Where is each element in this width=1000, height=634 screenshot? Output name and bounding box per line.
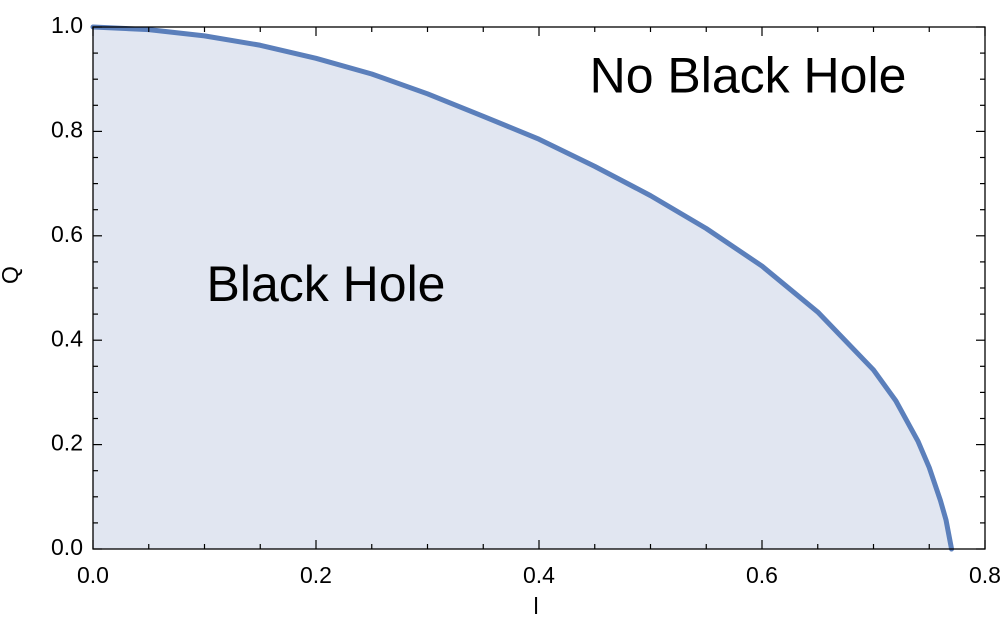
- x-tick-label: 0.2: [300, 562, 332, 588]
- black-hole-label: Black Hole: [207, 256, 446, 312]
- y-axis-label: Q: [0, 266, 23, 284]
- y-tick-label: 0.6: [51, 221, 83, 247]
- x-tick-label: 0.4: [523, 562, 555, 588]
- y-tick-label: 0.4: [51, 325, 83, 351]
- black-hole-region-fill: [93, 27, 952, 549]
- y-tick-label: 1.0: [51, 12, 83, 38]
- x-tick-label: 0.8: [969, 562, 1000, 588]
- x-axis-label: l: [533, 593, 538, 619]
- y-tick-label: 0.0: [51, 534, 83, 560]
- horizon-boundary-curve: [90, 24, 955, 552]
- y-tick-label: 0.2: [51, 430, 83, 456]
- tick-labels: 0.0 0.2 0.4 0.6 0.8 0.0 0.2 0.4 0.6 0.8 1.0: [51, 12, 1000, 588]
- y-tick-label: 0.8: [51, 116, 83, 142]
- x-tick-label: 0.6: [746, 562, 778, 588]
- axis-ticks: [92, 26, 986, 550]
- no-black-hole-label: No Black Hole: [590, 47, 907, 103]
- x-tick-label: 0.0: [77, 562, 109, 588]
